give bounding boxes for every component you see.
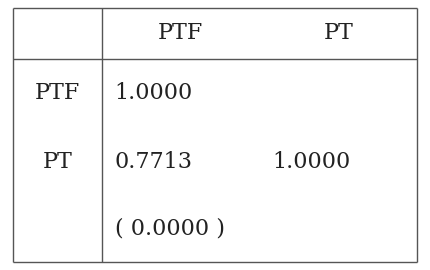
Text: PT: PT (43, 151, 72, 173)
Text: 1.0000: 1.0000 (115, 82, 193, 104)
Text: PT: PT (323, 22, 353, 45)
Text: PTF: PTF (35, 82, 80, 104)
Text: 0.7713: 0.7713 (115, 151, 193, 173)
Text: 1.0000: 1.0000 (272, 151, 350, 173)
Text: PTF: PTF (158, 22, 203, 45)
Text: ( 0.0000 ): ( 0.0000 ) (115, 218, 225, 240)
